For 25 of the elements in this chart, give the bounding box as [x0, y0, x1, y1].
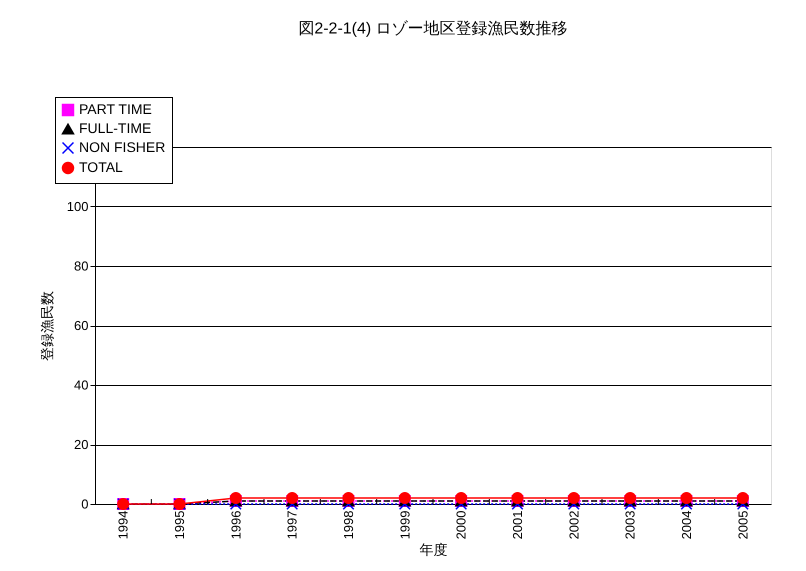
y-tick-label: 20 [74, 437, 88, 452]
y-tick-label: 60 [74, 318, 88, 333]
legend-label: TOTAL [79, 159, 124, 175]
x-tick-label: 2001 [510, 510, 525, 540]
x-tick-label: 2002 [566, 510, 582, 540]
chart-title: 図2-2-1(4) ロゾー地区登録漁民数推移 [298, 20, 568, 38]
x-tick-label: 1998 [341, 510, 356, 540]
legend-label: FULL-TIME [79, 120, 152, 136]
x-tick-label: 1999 [397, 510, 412, 540]
x-tick-label: 2003 [622, 510, 638, 540]
legend-label: PART TIME [79, 101, 152, 117]
x-tick-label: 1996 [228, 510, 244, 540]
x-axis-title: 年度 [420, 541, 448, 558]
y-tick-label: 0 [81, 496, 88, 512]
y-axis-title: 登録漁民数 [38, 291, 55, 361]
x-tick-label: 2000 [454, 510, 469, 540]
y-tick-label: 80 [74, 258, 88, 274]
y-tick-label: 100 [66, 199, 88, 214]
x-tick-label: 1997 [284, 510, 300, 540]
y-tick-label: 40 [74, 378, 88, 392]
x-tick-label: 2004 [679, 510, 694, 540]
legend-label: NON FISHER [79, 139, 166, 155]
x-tick-label: 1994 [116, 510, 131, 540]
x-tick-label: 1995 [172, 510, 187, 540]
x-tick-label: 2005 [735, 510, 750, 540]
